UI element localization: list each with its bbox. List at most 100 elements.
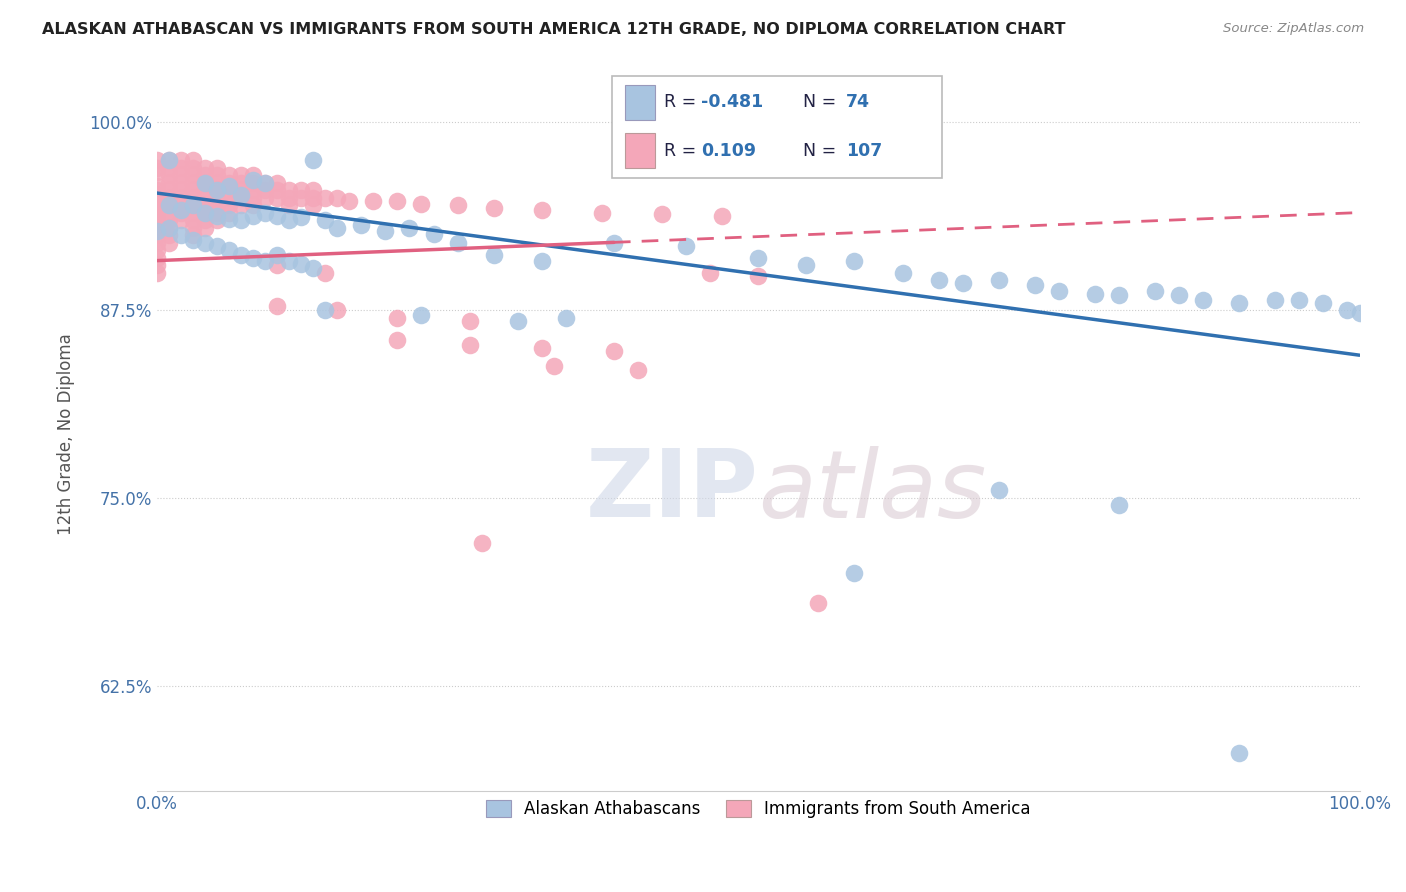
Point [266, 209, 288, 223]
Point [157, 183, 180, 197]
Point [278, 190, 301, 204]
Point [603, 235, 626, 250]
Point [146, 243, 169, 257]
FancyBboxPatch shape [624, 85, 655, 120]
Point [218, 205, 240, 219]
Point [242, 183, 264, 197]
Point [254, 176, 277, 190]
Text: -0.481: -0.481 [700, 94, 763, 112]
Point [302, 261, 325, 276]
Point [363, 194, 385, 208]
Point [290, 257, 312, 271]
Point [254, 183, 277, 197]
FancyBboxPatch shape [612, 76, 942, 178]
Point [194, 198, 217, 212]
Point [458, 313, 481, 327]
Point [1192, 293, 1215, 307]
Point [194, 161, 217, 175]
Point [205, 190, 228, 204]
Point [157, 235, 180, 250]
Point [290, 210, 312, 224]
Point [374, 224, 396, 238]
Point [205, 238, 228, 252]
Point [591, 205, 613, 219]
Point [482, 247, 505, 261]
Point [543, 359, 565, 373]
Point [387, 333, 409, 347]
Point [398, 220, 420, 235]
Point [170, 161, 193, 175]
Point [157, 190, 180, 204]
Point [1348, 306, 1371, 320]
Point [194, 220, 217, 235]
Point [157, 198, 180, 212]
Point [1108, 499, 1130, 513]
Point [218, 198, 240, 212]
Point [314, 190, 336, 204]
Text: R =: R = [665, 142, 702, 160]
Point [987, 483, 1010, 498]
Point [254, 176, 277, 190]
Point [205, 183, 228, 197]
Point [170, 198, 193, 212]
Point [987, 273, 1010, 287]
Point [170, 190, 193, 204]
Point [242, 198, 264, 212]
Point [290, 183, 312, 197]
Point [205, 209, 228, 223]
Point [146, 266, 169, 280]
Point [170, 228, 193, 243]
Point [326, 303, 349, 318]
Point [157, 153, 180, 167]
Point [254, 253, 277, 268]
Point [181, 198, 204, 212]
Point [242, 172, 264, 186]
Point [146, 187, 169, 202]
Point [157, 153, 180, 167]
Point [603, 343, 626, 358]
Point [242, 251, 264, 265]
Point [747, 268, 769, 283]
Point [302, 153, 325, 167]
Point [290, 190, 312, 204]
Point [146, 161, 169, 175]
Point [146, 220, 169, 235]
Point [1227, 746, 1250, 760]
Point [146, 178, 169, 193]
Point [146, 165, 169, 179]
Point [302, 198, 325, 212]
Point [711, 209, 734, 223]
Point [266, 190, 288, 204]
Point [1024, 277, 1046, 292]
Point [218, 176, 240, 190]
Point [278, 183, 301, 197]
Point [157, 228, 180, 243]
Point [170, 168, 193, 182]
Point [157, 220, 180, 235]
Point [218, 190, 240, 204]
Point [699, 130, 721, 145]
Point [699, 266, 721, 280]
Point [157, 168, 180, 182]
Point [627, 363, 650, 377]
Point [194, 205, 217, 219]
Point [1312, 295, 1334, 310]
Point [1288, 293, 1310, 307]
Point [266, 176, 288, 190]
Point [1108, 288, 1130, 302]
Point [157, 161, 180, 175]
Point [266, 258, 288, 272]
Point [278, 213, 301, 227]
Point [205, 213, 228, 227]
Point [326, 220, 349, 235]
Point [218, 168, 240, 182]
Point [411, 308, 433, 322]
Point [278, 198, 301, 212]
Point [446, 198, 468, 212]
Point [181, 176, 204, 190]
Point [254, 190, 277, 204]
Point [229, 190, 252, 204]
Point [807, 596, 830, 610]
Point [411, 196, 433, 211]
Point [891, 266, 914, 280]
